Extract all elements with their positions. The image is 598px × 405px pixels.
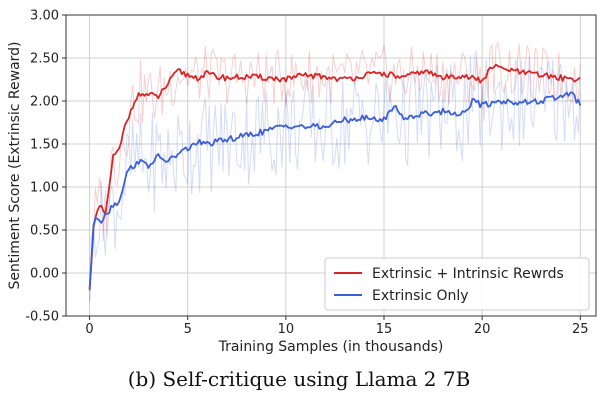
ticks: 0 5 10 15 20 25 -0.50 0.00 0.50 1.00 1.50 2.00 2.50 3… bbox=[25, 9, 588, 338]
legend: Extrinsic + Intrinsic Rewrds Extrinsic O… bbox=[324, 257, 590, 311]
x-tick-label: 25 bbox=[572, 322, 589, 337]
y-tick-label: 1.50 bbox=[30, 138, 59, 153]
figure-caption: (b) Self-critique using Llama 2 7B bbox=[127, 367, 471, 391]
x-tick-label: 5 bbox=[184, 322, 192, 337]
x-tick-label: 15 bbox=[376, 322, 393, 337]
x-axis-label: Training Samples (in thousands) bbox=[218, 339, 444, 355]
series-lines bbox=[88, 63, 582, 291]
y-tick-label: 2.00 bbox=[30, 95, 59, 110]
y-tick-label: 0.50 bbox=[30, 224, 59, 239]
y-tick-label: 1.00 bbox=[30, 181, 59, 196]
x-tick-label: 10 bbox=[278, 322, 295, 337]
x-tick-label: 0 bbox=[85, 322, 93, 337]
y-tick-label: -0.50 bbox=[25, 310, 59, 325]
y-tick-label: 0.00 bbox=[30, 267, 59, 282]
x-tick-label: 20 bbox=[474, 322, 491, 337]
series-raw-band bbox=[89, 50, 581, 303]
y-tick-label: 2.50 bbox=[30, 52, 59, 67]
legend-label-extrinsic-intrinsic: Extrinsic + Intrinsic Rewrds bbox=[372, 266, 564, 282]
series-line bbox=[88, 91, 582, 291]
plot-frame bbox=[65, 14, 597, 317]
variance-bands bbox=[89, 41, 581, 303]
legend-box bbox=[324, 257, 590, 311]
y-tick-label: 3.00 bbox=[30, 9, 59, 24]
y-axis-label: Sentiment Score (Extrinsic Reward) bbox=[7, 41, 23, 289]
series-line bbox=[88, 63, 581, 289]
series-raw-band bbox=[89, 41, 581, 301]
legend-label-extrinsic-only: Extrinsic Only bbox=[372, 288, 469, 304]
